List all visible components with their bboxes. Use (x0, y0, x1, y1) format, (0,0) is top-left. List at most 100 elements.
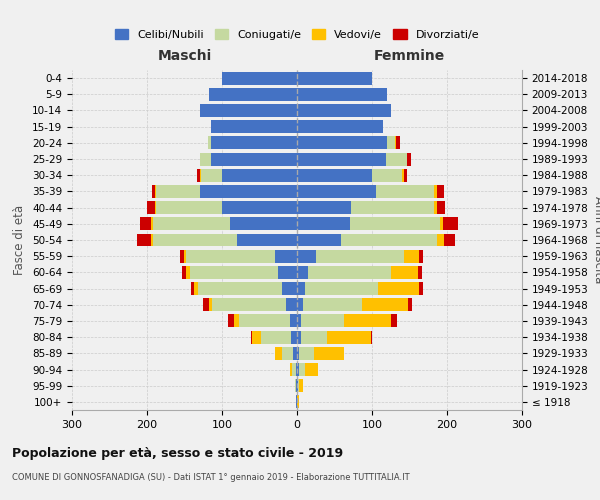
Bar (186, 266, 297, 279)
Bar (297, 152, 407, 166)
Bar (184, 250, 297, 262)
Bar (186, 250, 297, 262)
Bar (222, 72, 297, 85)
Bar (153, 234, 297, 246)
Legend: Celibi/Nubili, Coniugati/e, Vedovi/e, Divorziati/e: Celibi/Nubili, Coniugati/e, Vedovi/e, Di… (110, 24, 484, 44)
Bar (297, 330, 327, 344)
Bar (297, 120, 383, 133)
Y-axis label: Fasce di età: Fasce di età (13, 205, 26, 275)
Bar (222, 72, 297, 85)
Bar (290, 363, 297, 376)
Bar (234, 314, 297, 328)
Bar (229, 218, 297, 230)
Bar (297, 88, 387, 101)
Bar (211, 120, 297, 133)
Bar (297, 314, 301, 328)
Bar (194, 282, 297, 295)
Text: Femmine: Femmine (374, 49, 445, 63)
Bar (296, 379, 297, 392)
Bar (297, 88, 387, 101)
Bar (297, 379, 303, 392)
Bar (203, 298, 297, 311)
Bar (182, 266, 297, 279)
Bar (297, 152, 411, 166)
Bar (297, 314, 344, 328)
Bar (155, 185, 297, 198)
Bar (153, 218, 297, 230)
Bar (297, 169, 404, 181)
Bar (297, 185, 437, 198)
Bar (191, 282, 297, 295)
Bar (297, 136, 395, 149)
Bar (199, 104, 297, 117)
Bar (200, 152, 297, 166)
Bar (297, 234, 444, 246)
Bar (261, 330, 297, 344)
Bar (297, 218, 349, 230)
Bar (208, 136, 297, 149)
Bar (297, 266, 418, 279)
Bar (297, 347, 314, 360)
Bar (139, 218, 297, 230)
Bar (297, 152, 407, 166)
Bar (297, 396, 299, 408)
Bar (199, 104, 297, 117)
Bar (297, 152, 386, 166)
Text: Maschi: Maschi (157, 49, 212, 63)
Bar (222, 169, 297, 181)
Bar (228, 314, 297, 328)
Bar (297, 266, 421, 279)
Bar (297, 298, 412, 311)
Bar (297, 120, 383, 133)
Bar (282, 282, 297, 295)
Bar (297, 169, 407, 181)
Bar (297, 363, 305, 376)
Bar (278, 266, 297, 279)
Bar (297, 169, 372, 181)
Bar (296, 396, 297, 408)
Bar (297, 104, 391, 117)
Bar (296, 396, 297, 408)
Bar (147, 201, 297, 214)
Bar (297, 347, 344, 360)
Bar (296, 363, 297, 376)
Bar (211, 120, 297, 133)
Bar (297, 185, 434, 198)
Bar (239, 314, 297, 328)
Bar (209, 88, 297, 101)
Bar (297, 363, 299, 376)
Bar (290, 314, 297, 328)
Bar (297, 72, 372, 85)
Bar (201, 169, 297, 181)
Bar (275, 347, 297, 360)
Bar (222, 72, 297, 85)
Bar (200, 169, 297, 181)
Bar (296, 396, 297, 408)
Bar (137, 234, 297, 246)
Bar (297, 185, 376, 198)
Bar (297, 201, 351, 214)
Bar (199, 185, 297, 198)
Bar (209, 88, 297, 101)
Bar (275, 250, 297, 262)
Bar (199, 104, 297, 117)
Bar (197, 169, 297, 181)
Bar (297, 88, 387, 101)
Bar (297, 234, 341, 246)
Bar (297, 218, 458, 230)
Bar (297, 347, 344, 360)
Bar (297, 379, 303, 392)
Bar (290, 363, 297, 376)
Bar (297, 250, 419, 262)
Bar (297, 201, 445, 214)
Bar (297, 234, 455, 246)
Bar (297, 250, 423, 262)
Bar (297, 234, 437, 246)
Bar (297, 266, 308, 279)
Bar (209, 88, 297, 101)
Bar (297, 347, 299, 360)
Bar (297, 314, 391, 328)
Bar (297, 282, 378, 295)
Bar (208, 136, 297, 149)
Bar (297, 250, 404, 262)
